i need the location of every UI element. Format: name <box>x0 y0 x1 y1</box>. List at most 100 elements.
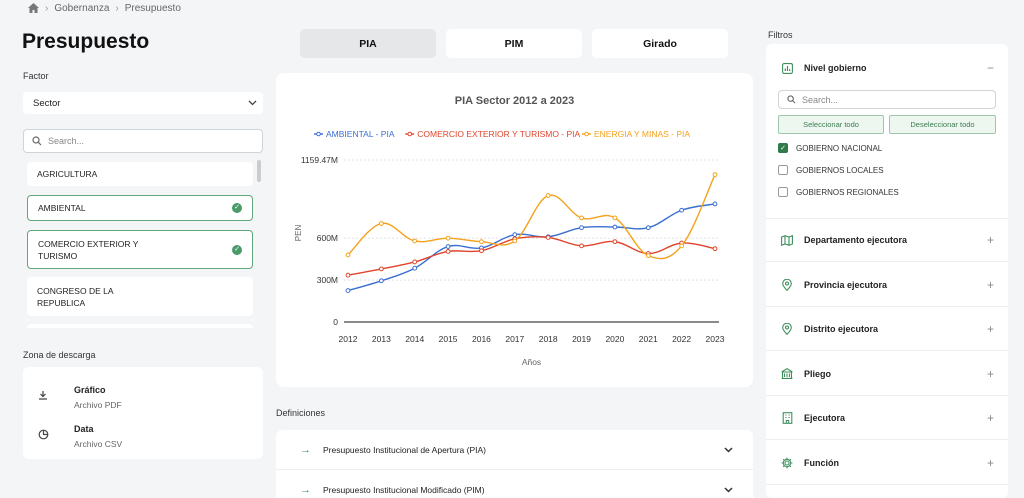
legend-label: ENERGIA Y MINAS - PIA <box>594 129 690 139</box>
checkbox-icon[interactable] <box>778 165 788 175</box>
definition-text: Presupuesto Institucional Modificado (PI… <box>323 485 485 495</box>
factor-select[interactable]: Sector <box>23 92 263 114</box>
legend-marker-dot <box>584 131 589 137</box>
legend-marker-dot <box>407 131 413 137</box>
filter-label: Ejecutora <box>804 412 846 423</box>
map-icon <box>780 234 794 246</box>
expand-icon[interactable]: + <box>986 366 994 381</box>
definition-pia[interactable]: → Presupuesto Institucional de Apertura … <box>276 430 753 470</box>
data-point <box>579 243 584 249</box>
legend-label: AMBIENTAL - PIA <box>326 129 395 139</box>
download-title: Gráfico <box>74 385 106 395</box>
filter-label: Función <box>804 457 839 468</box>
expand-icon[interactable]: + <box>986 233 994 247</box>
tab-pim[interactable]: PIM <box>446 29 582 58</box>
collapse-icon[interactable]: − <box>986 61 994 75</box>
chevron-down-icon <box>724 487 733 493</box>
legend-item[interactable]: COMERCIO EXTERIOR Y TURISMO - PIA <box>405 129 581 139</box>
series-line <box>347 203 716 292</box>
list-item[interactable]: COMERCIO EXTERIOR Y TURISMO ✓ <box>27 230 253 269</box>
data-point <box>579 225 584 231</box>
factor-list[interactable]: AGRICULTURA AMBIENTAL ✓ COMERCIO EXTERIO… <box>23 160 263 328</box>
definition-pim[interactable]: → Presupuesto Institucional Modificado (… <box>276 470 753 498</box>
filter-ejecutora[interactable]: Ejecutora + <box>766 396 1008 440</box>
checkbox-label: GOBIERNOS LOCALES <box>796 165 884 175</box>
filter-distrito-ejecutora[interactable]: Distrito ejecutora + <box>766 307 1008 351</box>
data-point <box>378 266 384 272</box>
expand-icon[interactable]: + <box>986 321 994 336</box>
expand-icon[interactable]: + <box>986 455 994 470</box>
line-chart: AMBIENTAL - PIA COMERCIO EXTERIOR Y TURIS… <box>294 129 725 367</box>
location-pin-icon <box>780 278 794 291</box>
factor-label: Factor <box>23 71 49 81</box>
breadcrumb-item-gobernanza[interactable]: Gobernanza <box>54 2 110 14</box>
list-item[interactable]: CONGRESO DE LA REPUBLICA <box>27 277 253 316</box>
x-tick-label: 2019 <box>572 334 591 344</box>
breadcrumb-item-presupuesto: Presupuesto <box>124 2 181 14</box>
tab-pia[interactable]: PIA <box>300 29 436 58</box>
factor-search-placeholder: Search... <box>48 136 85 146</box>
checkbox-icon[interactable] <box>778 187 788 197</box>
factor-list-scrollbar[interactable] <box>257 160 261 182</box>
checkbox-gobiernos-locales[interactable]: GOBIERNOS LOCALES <box>778 165 884 175</box>
data-point <box>612 224 618 230</box>
checkbox-gobiernos-regionales[interactable]: GOBIERNOS REGIONALES <box>778 187 899 197</box>
data-point <box>512 232 518 238</box>
legend-label: COMERCIO EXTERIOR Y TURISMO - PIA <box>417 129 580 139</box>
data-point <box>545 193 551 198</box>
x-tick-label: 2023 <box>706 334 725 344</box>
x-tick-label: 2022 <box>672 334 691 344</box>
list-item[interactable] <box>27 324 253 328</box>
chart-card: PIA Sector 2012 a 2023 AMBIENTAL - PIA CO… <box>276 73 753 387</box>
data-point <box>378 221 384 226</box>
search-icon <box>787 95 796 104</box>
filter-departamento-ejecutora[interactable]: Departamento ejecutora + <box>766 218 1008 262</box>
x-axis-label: Años <box>522 357 541 367</box>
breadcrumb-separator: › <box>45 2 49 14</box>
x-tick-label: 2015 <box>439 334 458 344</box>
definitions-label: Definiciones <box>276 408 326 418</box>
select-all-button[interactable]: Seleccionar todo <box>778 115 884 134</box>
tab-girado[interactable]: Girado <box>592 29 728 58</box>
data-point <box>479 248 484 254</box>
filter-label: Departamento ejecutora <box>804 235 908 245</box>
data-point <box>712 246 718 252</box>
factor-select-value: Sector <box>33 97 61 109</box>
data-point <box>545 235 551 240</box>
y-tick-label: 0 <box>333 317 338 327</box>
filter-pliego[interactable]: Pliego + <box>766 352 1008 396</box>
filter-provincia-ejecutora[interactable]: Provincia ejecutora + <box>766 263 1008 307</box>
y-axis-label: PEN <box>294 225 303 242</box>
data-point <box>645 253 651 259</box>
x-tick-label: 2021 <box>639 334 658 344</box>
legend-item[interactable]: ENERGIA Y MINAS - PIA <box>582 129 690 139</box>
location-pin-icon <box>780 322 794 335</box>
data-point <box>579 215 584 221</box>
expand-icon[interactable]: + <box>986 410 994 425</box>
nivel-search-input[interactable]: Search... <box>778 90 996 109</box>
breadcrumb-separator: › <box>115 2 119 14</box>
list-item[interactable]: AGRICULTURA <box>27 162 253 186</box>
pie-chart-icon <box>35 426 51 442</box>
home-icon[interactable] <box>28 3 39 13</box>
download-data-csv[interactable]: Data Archivo CSV <box>23 416 263 452</box>
deselect-all-button[interactable]: Deseleccionar todo <box>889 115 996 134</box>
download-chart-pdf[interactable]: Gráfico Archivo PDF <box>23 377 263 413</box>
factor-search-input[interactable]: Search... <box>23 129 263 153</box>
filter-funcion[interactable]: Función + <box>766 441 1008 485</box>
data-point <box>445 249 451 254</box>
expand-icon[interactable]: + <box>986 277 994 292</box>
arrow-right-icon: → <box>300 443 311 456</box>
filter-nivel-gobierno-header[interactable]: Nivel gobierno − <box>766 46 1008 90</box>
checkbox-gobierno-nacional[interactable]: ✓ GOBIERNO NACIONAL <box>778 143 882 153</box>
office-icon <box>780 411 794 424</box>
checkbox-checked-icon[interactable]: ✓ <box>778 143 788 153</box>
definition-text: Presupuesto Institucional de Apertura (P… <box>323 444 487 455</box>
chevron-down-icon <box>248 100 257 106</box>
check-circle-icon: ✓ <box>232 244 242 255</box>
download-zone-label: Zona de descarga <box>23 350 96 360</box>
filter-label: Pliego <box>804 368 832 379</box>
data-point <box>512 238 518 244</box>
list-item[interactable]: AMBIENTAL ✓ <box>27 195 253 221</box>
legend-item[interactable]: AMBIENTAL - PIA <box>314 129 395 139</box>
